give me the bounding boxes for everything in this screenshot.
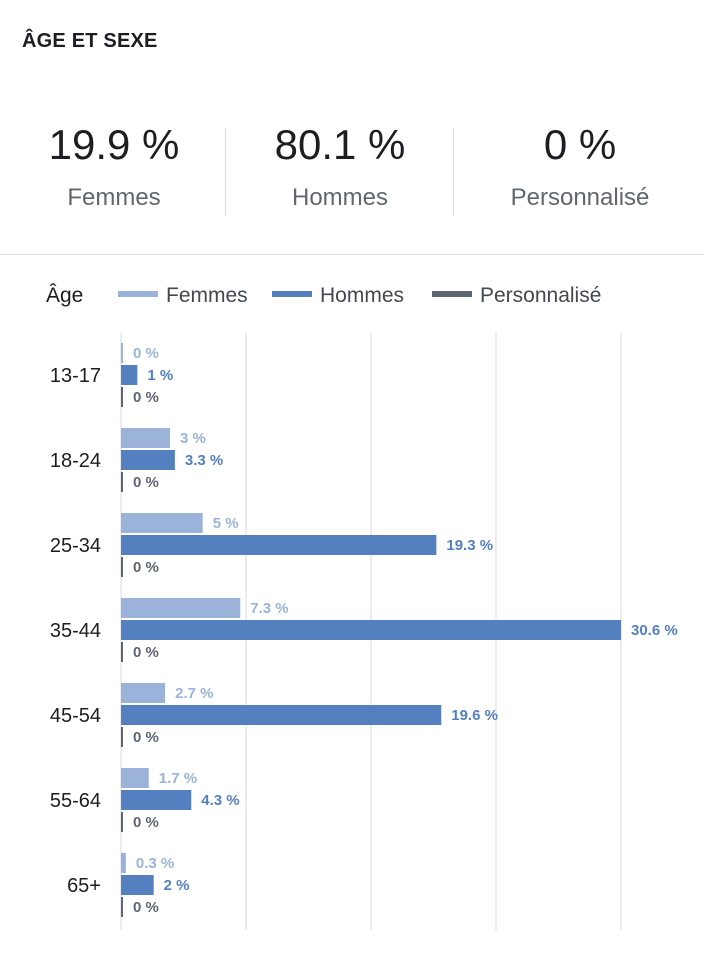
data-label: 0 % xyxy=(133,729,159,746)
bar-hommes xyxy=(121,875,154,895)
chart-legend: Âge Femmes Hommes Personnalisé xyxy=(0,284,704,314)
data-label: 0.3 % xyxy=(136,855,174,872)
data-label: 3.3 % xyxy=(185,452,223,469)
data-label: 0 % xyxy=(133,345,159,362)
bar-personnalisé xyxy=(121,557,123,577)
stat-femmes-label: Femmes xyxy=(67,184,161,211)
section-divider xyxy=(0,254,704,255)
legend-label-hommes: Hommes xyxy=(320,284,405,307)
bar-hommes xyxy=(121,450,175,470)
legend-label-femmes: Femmes xyxy=(166,284,248,307)
bar-personnalisé xyxy=(121,642,123,662)
stat-femmes-value: 19.9 % xyxy=(48,121,180,168)
stat-personnalise: 0 % Personnalisé xyxy=(466,120,694,212)
category-tick-label: 65+ xyxy=(67,875,101,897)
stat-femmes: 19.9 % Femmes xyxy=(0,120,228,212)
summary-stats: 19.9 % Femmes 80.1 % Hommes 0 % Personna… xyxy=(0,120,704,230)
category-tick-label: 18-24 xyxy=(50,450,101,472)
data-label: 0 % xyxy=(133,559,159,576)
stat-personnalise-label: Personnalisé xyxy=(510,184,650,211)
data-label: 1 % xyxy=(147,367,173,384)
stat-hommes-label: Hommes xyxy=(291,184,388,211)
data-label: 4.3 % xyxy=(201,792,239,809)
data-label: 0 % xyxy=(133,644,159,661)
category-tick-label: 25-34 xyxy=(50,535,101,557)
bar-personnalisé xyxy=(121,387,123,407)
bar-femmes xyxy=(121,343,123,363)
legend-swatch-hommes xyxy=(272,291,312,298)
axis-label-age: Âge xyxy=(46,284,84,307)
bar-personnalisé xyxy=(121,897,123,917)
stat-divider xyxy=(453,128,454,216)
bar-hommes xyxy=(121,790,192,810)
bar-femmes xyxy=(121,428,171,448)
bar-femmes xyxy=(121,683,166,703)
category-tick-label: 55-64 xyxy=(50,790,101,812)
data-label: 5 % xyxy=(213,515,239,532)
bar-personnalisé xyxy=(121,812,123,832)
stat-personnalise-value: 0 % xyxy=(543,121,617,168)
data-label: 2 % xyxy=(164,877,190,894)
bar-femmes xyxy=(121,853,126,873)
category-tick-label: 35-44 xyxy=(50,620,101,642)
bar-hommes xyxy=(121,535,437,555)
legend-item-femmes[interactable]: Femmes xyxy=(118,284,248,308)
stat-divider xyxy=(225,128,226,216)
bar-femmes xyxy=(121,513,203,533)
legend-swatch-femmes xyxy=(118,291,158,298)
category-tick-label: 13-17 xyxy=(50,365,101,387)
bar-hommes xyxy=(121,705,442,725)
section-title: ÂGE ET SEXE xyxy=(22,30,158,52)
bar-hommes xyxy=(121,365,138,385)
legend-label-personnalise: Personnalisé xyxy=(480,284,602,307)
bar-femmes xyxy=(121,768,149,788)
data-label: 0 % xyxy=(133,899,159,916)
data-label: 1.7 % xyxy=(159,770,197,787)
legend-swatch-personnalise xyxy=(432,291,472,298)
stat-hommes-value: 80.1 % xyxy=(274,121,406,168)
data-label: 2.7 % xyxy=(175,685,213,702)
data-label: 0 % xyxy=(133,814,159,831)
bar-hommes xyxy=(121,620,621,640)
data-label: 30.6 % xyxy=(631,622,678,639)
data-label: 0 % xyxy=(133,474,159,491)
category-tick-label: 45-54 xyxy=(50,705,101,727)
data-label: 19.6 % xyxy=(451,707,498,724)
bar-personnalisé xyxy=(121,472,123,492)
data-label: 3 % xyxy=(180,430,206,447)
legend-item-hommes[interactable]: Hommes xyxy=(272,284,404,308)
legend-item-personnalise[interactable]: Personnalisé xyxy=(432,284,601,308)
data-label: 7.3 % xyxy=(250,600,288,617)
data-label: 19.3 % xyxy=(446,537,493,554)
data-label: 0 % xyxy=(133,389,159,406)
bar-personnalisé xyxy=(121,727,123,747)
bar-femmes xyxy=(121,598,241,618)
stat-hommes: 80.1 % Hommes xyxy=(226,120,454,212)
